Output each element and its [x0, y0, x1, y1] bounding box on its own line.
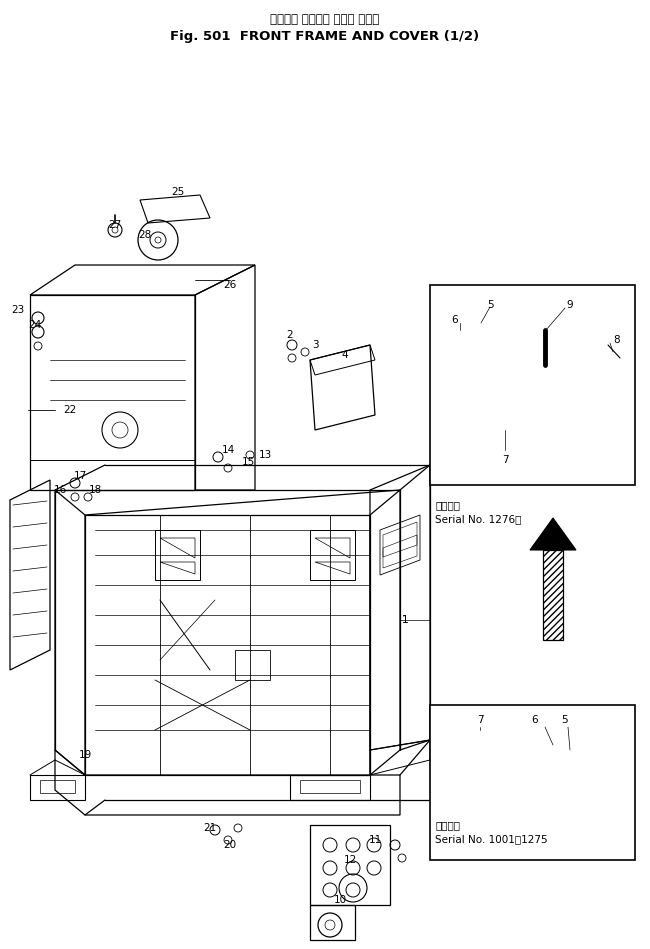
Polygon shape [470, 360, 520, 430]
Text: 1: 1 [402, 615, 408, 625]
Text: 13: 13 [259, 450, 272, 460]
Text: 22: 22 [64, 405, 77, 415]
Text: 適用号機: 適用号機 [435, 820, 460, 830]
Text: 適用号機: 適用号機 [435, 500, 460, 510]
Text: 17: 17 [73, 471, 86, 481]
Text: 7: 7 [502, 455, 508, 465]
Text: フロント フレーム および カバー: フロント フレーム および カバー [270, 13, 380, 26]
Text: 2: 2 [287, 330, 293, 340]
Text: 27: 27 [109, 220, 122, 230]
Text: 16: 16 [53, 485, 66, 495]
Text: 1: 1 [402, 615, 408, 625]
Polygon shape [530, 518, 576, 550]
Text: 23: 23 [12, 305, 25, 315]
Bar [430, 705, 635, 860]
Text: 4: 4 [342, 350, 348, 360]
Text: 15: 15 [241, 457, 255, 467]
Text: 19: 19 [79, 750, 92, 760]
Text: 8: 8 [614, 335, 620, 345]
Bar [430, 285, 635, 485]
Text: Serial No. 1276～: Serial No. 1276～ [435, 514, 521, 524]
Text: 26: 26 [224, 280, 237, 290]
Text: Serial No. 1001～1275: Serial No. 1001～1275 [435, 834, 547, 844]
Text: 14: 14 [222, 445, 235, 455]
Text: 11: 11 [369, 835, 382, 845]
Text: 5: 5 [562, 715, 568, 725]
Text: 20: 20 [224, 840, 237, 850]
Text: 21: 21 [203, 823, 216, 833]
Text: 3: 3 [312, 340, 318, 350]
Text: 12: 12 [343, 855, 357, 865]
Text: Fig. 501  FRONT FRAME AND COVER (1/2): Fig. 501 FRONT FRAME AND COVER (1/2) [170, 30, 480, 43]
Text: 10: 10 [333, 895, 346, 905]
Text: 6: 6 [452, 315, 458, 325]
Text: 5: 5 [487, 300, 493, 310]
Text: 25: 25 [172, 187, 185, 197]
Text: 6: 6 [532, 715, 538, 725]
Polygon shape [448, 730, 510, 800]
Text: 18: 18 [88, 485, 101, 495]
Text: 28: 28 [138, 230, 151, 240]
Text: 24: 24 [29, 320, 42, 330]
Text: 7: 7 [476, 715, 484, 725]
Text: 9: 9 [567, 300, 573, 310]
